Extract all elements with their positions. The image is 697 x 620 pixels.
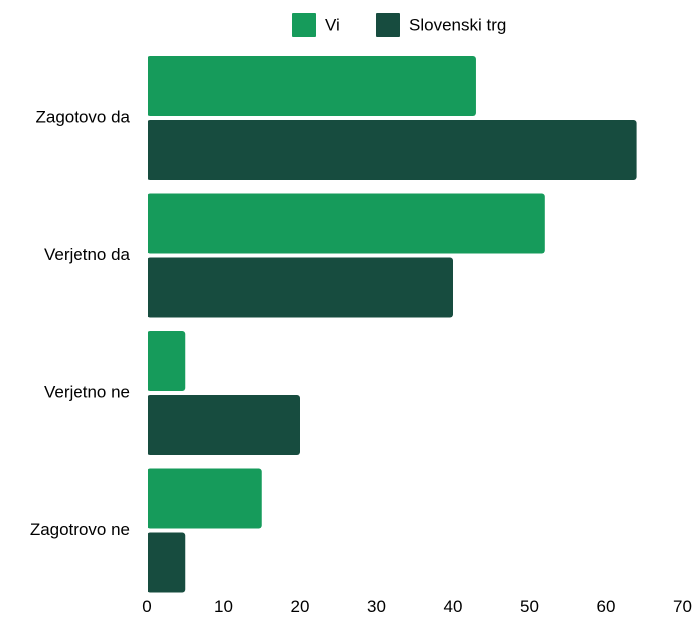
legend-item-vi[interactable]: Vi — [292, 13, 340, 37]
x-tick-label-10: 10 — [214, 597, 233, 616]
category-label-verjetno-ne: Verjetno ne — [44, 382, 130, 401]
legend-item-slovenski-trg[interactable]: Slovenski trg — [376, 13, 506, 37]
x-tick-label-60: 60 — [597, 597, 616, 616]
bar-slovenski-trg-verjetno-ne — [147, 395, 300, 455]
category-label-zagotovo-da: Zagotovo da — [35, 107, 130, 126]
legend: Vi Slovenski trg — [292, 13, 506, 37]
legend-label-slovenski-trg: Slovenski trg — [409, 15, 506, 34]
x-tick-label-50: 50 — [520, 597, 539, 616]
legend-label-vi: Vi — [325, 15, 340, 34]
category-label-verjetno-da: Verjetno da — [44, 245, 131, 264]
x-axis-labels: 0 10 20 30 40 50 60 70 — [142, 597, 692, 616]
legend-swatch-slovenski-trg — [376, 13, 400, 37]
bar-vi-zagotrovo-ne — [147, 468, 262, 529]
x-tick-label-20: 20 — [291, 597, 310, 616]
bar-vi-verjetno-ne — [147, 331, 186, 391]
bar-vi-verjetno-da — [147, 193, 545, 254]
bar-slovenski-trg-zagotovo-da — [147, 120, 637, 180]
bar-vi-zagotovo-da — [147, 56, 476, 116]
bars — [147, 56, 637, 593]
x-tick-label-40: 40 — [444, 597, 463, 616]
y-axis-labels: Zagotovo da Verjetno da Verjetno ne Zagotro… — [30, 107, 131, 539]
x-tick-label-0: 0 — [142, 597, 151, 616]
bar-slovenski-trg-verjetno-da — [147, 257, 453, 318]
legend-swatch-vi — [292, 13, 316, 37]
x-tick-label-70: 70 — [673, 597, 692, 616]
bar-slovenski-trg-zagotrovo-ne — [147, 532, 186, 593]
x-tick-label-30: 30 — [367, 597, 386, 616]
category-label-zagotrovo-ne: Zagotrovo ne — [30, 520, 130, 539]
